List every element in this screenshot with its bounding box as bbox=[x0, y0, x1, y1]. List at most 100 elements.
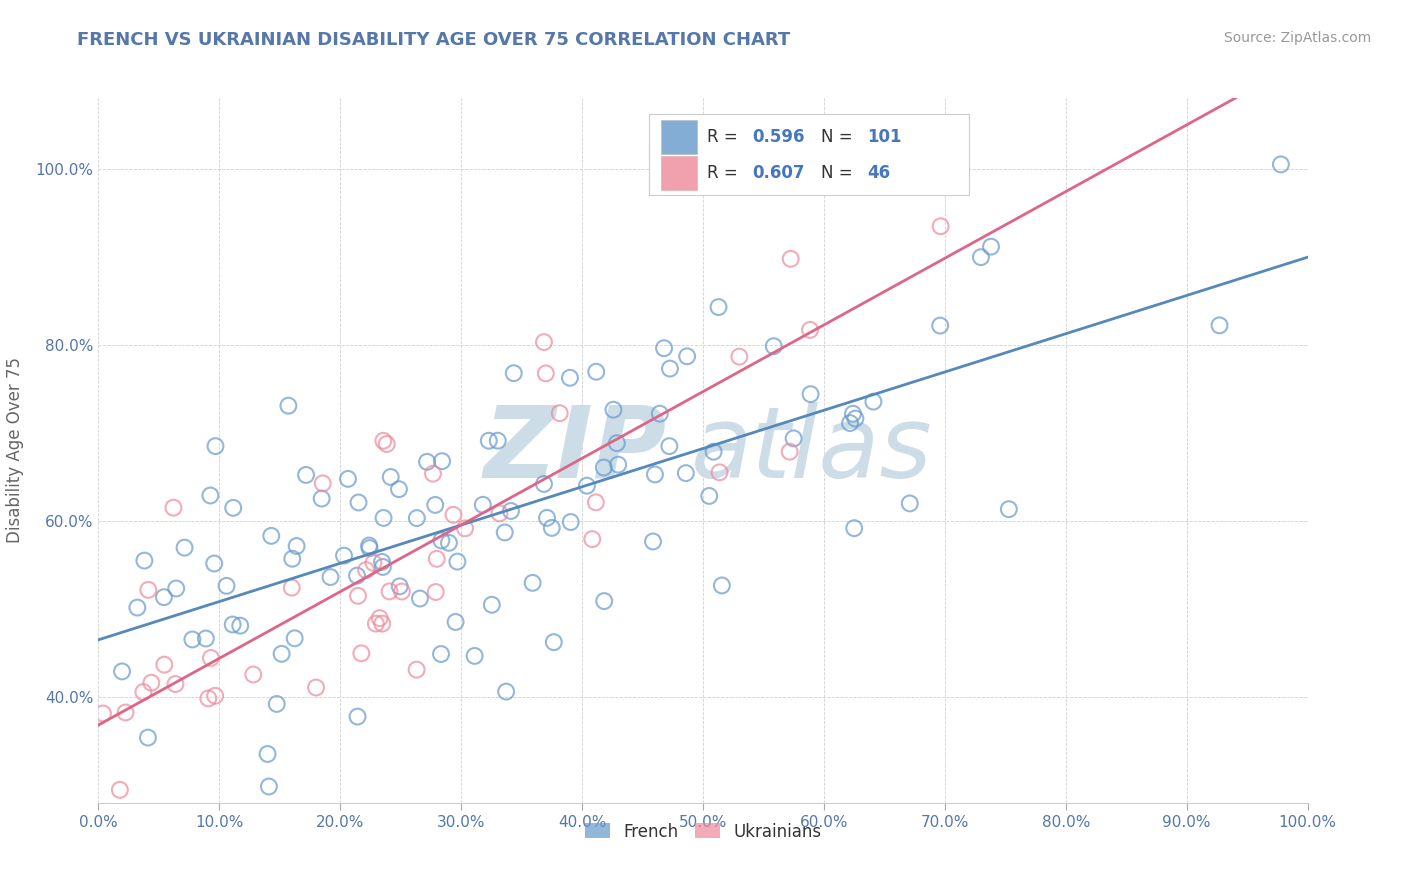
Point bbox=[522, 575, 544, 590]
Point bbox=[359, 541, 381, 555]
Point bbox=[242, 667, 264, 681]
Point bbox=[422, 467, 444, 481]
Point bbox=[607, 458, 630, 472]
Point bbox=[266, 697, 288, 711]
Point bbox=[980, 240, 1002, 254]
Point bbox=[350, 646, 373, 660]
Point bbox=[558, 371, 581, 385]
Point bbox=[703, 444, 725, 458]
Point bbox=[844, 411, 866, 425]
Point bbox=[260, 529, 283, 543]
FancyBboxPatch shape bbox=[661, 120, 697, 154]
Point bbox=[200, 488, 222, 502]
Point bbox=[675, 466, 697, 480]
Point bbox=[486, 434, 509, 448]
Point bbox=[204, 439, 226, 453]
Text: 46: 46 bbox=[868, 163, 890, 182]
Point bbox=[585, 495, 607, 509]
Point bbox=[173, 541, 195, 555]
Point bbox=[710, 578, 733, 592]
Point bbox=[970, 250, 993, 264]
Point bbox=[533, 335, 555, 350]
Point bbox=[295, 467, 318, 482]
Text: FRENCH VS UKRAINIAN DISABILITY AGE OVER 75 CORRELATION CHART: FRENCH VS UKRAINIAN DISABILITY AGE OVER … bbox=[77, 31, 790, 49]
Point bbox=[481, 598, 503, 612]
Point bbox=[728, 350, 751, 364]
Point bbox=[782, 431, 804, 445]
Point bbox=[378, 584, 401, 599]
Point bbox=[464, 648, 486, 663]
Text: R =: R = bbox=[707, 163, 742, 182]
Point bbox=[502, 366, 524, 380]
Point bbox=[839, 416, 862, 430]
Point bbox=[430, 454, 453, 468]
Point bbox=[215, 579, 238, 593]
Point bbox=[1208, 318, 1230, 333]
Point bbox=[430, 533, 453, 548]
Point bbox=[132, 685, 155, 699]
Point bbox=[534, 367, 557, 381]
Point bbox=[548, 406, 571, 420]
Point bbox=[443, 508, 465, 522]
Point bbox=[898, 496, 921, 510]
Point bbox=[405, 511, 427, 525]
Point bbox=[409, 591, 432, 606]
Point bbox=[581, 532, 603, 546]
Point bbox=[347, 495, 370, 509]
Point bbox=[499, 504, 522, 518]
Point bbox=[929, 318, 952, 333]
Point bbox=[648, 407, 671, 421]
Point bbox=[222, 500, 245, 515]
Point bbox=[333, 549, 356, 563]
Point bbox=[560, 515, 582, 529]
Point bbox=[862, 394, 884, 409]
Point bbox=[606, 436, 628, 450]
Text: 101: 101 bbox=[868, 128, 901, 146]
Point bbox=[256, 747, 278, 761]
Point bbox=[425, 585, 447, 599]
Point bbox=[495, 684, 517, 698]
Point bbox=[454, 521, 477, 535]
Point bbox=[319, 570, 342, 584]
Point bbox=[471, 498, 494, 512]
Point bbox=[437, 536, 460, 550]
Point bbox=[709, 465, 731, 479]
Legend: French, Ukrainians: French, Ukrainians bbox=[578, 816, 828, 847]
Point bbox=[652, 341, 675, 355]
Point bbox=[658, 439, 681, 453]
Point bbox=[371, 555, 394, 569]
Point bbox=[430, 647, 453, 661]
Text: N =: N = bbox=[821, 163, 859, 182]
Point bbox=[375, 437, 398, 451]
Point bbox=[136, 582, 159, 597]
Point bbox=[277, 399, 299, 413]
Point bbox=[281, 581, 304, 595]
Point bbox=[363, 556, 385, 570]
Text: atlas: atlas bbox=[690, 402, 932, 499]
Point bbox=[416, 455, 439, 469]
Point bbox=[697, 489, 720, 503]
Point bbox=[444, 615, 467, 629]
Point bbox=[536, 511, 558, 525]
Point bbox=[800, 387, 823, 401]
Point bbox=[141, 675, 163, 690]
Point bbox=[165, 582, 187, 596]
Point bbox=[284, 632, 307, 646]
Point bbox=[659, 361, 682, 376]
Point bbox=[229, 618, 252, 632]
Point bbox=[311, 491, 333, 506]
Point bbox=[347, 589, 370, 603]
Text: 0.596: 0.596 bbox=[752, 128, 806, 146]
Point bbox=[478, 434, 501, 448]
Point bbox=[134, 553, 156, 567]
Point bbox=[337, 472, 360, 486]
Point bbox=[488, 506, 510, 520]
Point bbox=[494, 525, 516, 540]
Point bbox=[425, 498, 447, 512]
Point bbox=[364, 616, 387, 631]
Text: 0.607: 0.607 bbox=[752, 163, 806, 182]
Point bbox=[543, 635, 565, 649]
Point bbox=[373, 511, 395, 525]
Point bbox=[405, 663, 427, 677]
Point bbox=[998, 502, 1021, 516]
